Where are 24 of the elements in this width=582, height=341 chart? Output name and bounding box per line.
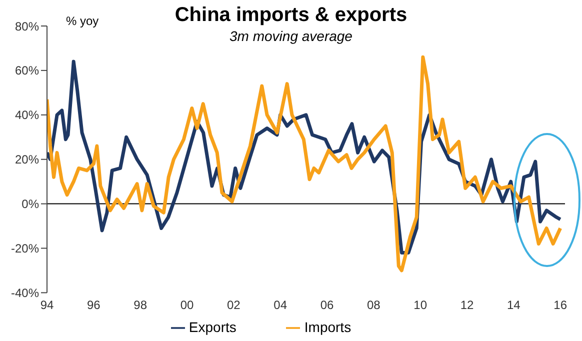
y-tick-label: -40%: [10, 286, 40, 300]
x-tick-label: 04: [274, 298, 288, 312]
x-tick-label: 14: [506, 298, 521, 312]
chart-subtitle: 3m moving average: [230, 28, 352, 44]
x-tick-label: 98: [134, 298, 148, 312]
x-tick-label: 94: [40, 298, 54, 312]
x-tick-label: 12: [460, 298, 474, 312]
x-tick-label: 06: [320, 298, 334, 312]
y-tick-label: 20%: [14, 152, 40, 167]
legend-label: Imports: [304, 318, 352, 335]
x-tick-label: 00: [180, 298, 194, 312]
y-tick-label: 0%: [22, 197, 40, 212]
legend-label: Exports: [188, 318, 236, 335]
x-tick-label: 96: [86, 298, 101, 312]
x-tick-label: 10: [414, 298, 428, 312]
y-tick-label: 80%: [14, 19, 40, 34]
chart-title: China imports & exports: [174, 4, 408, 26]
y-axis-title: % yoy: [66, 14, 99, 28]
y-tick-label: 40%: [14, 108, 40, 122]
x-tick-label: 08: [366, 298, 381, 312]
x-tick-label: 16: [554, 298, 568, 312]
x-tick-label: 02: [226, 298, 241, 312]
y-tick-label: -20%: [10, 242, 40, 256]
y-tick-label: 60%: [14, 64, 40, 78]
